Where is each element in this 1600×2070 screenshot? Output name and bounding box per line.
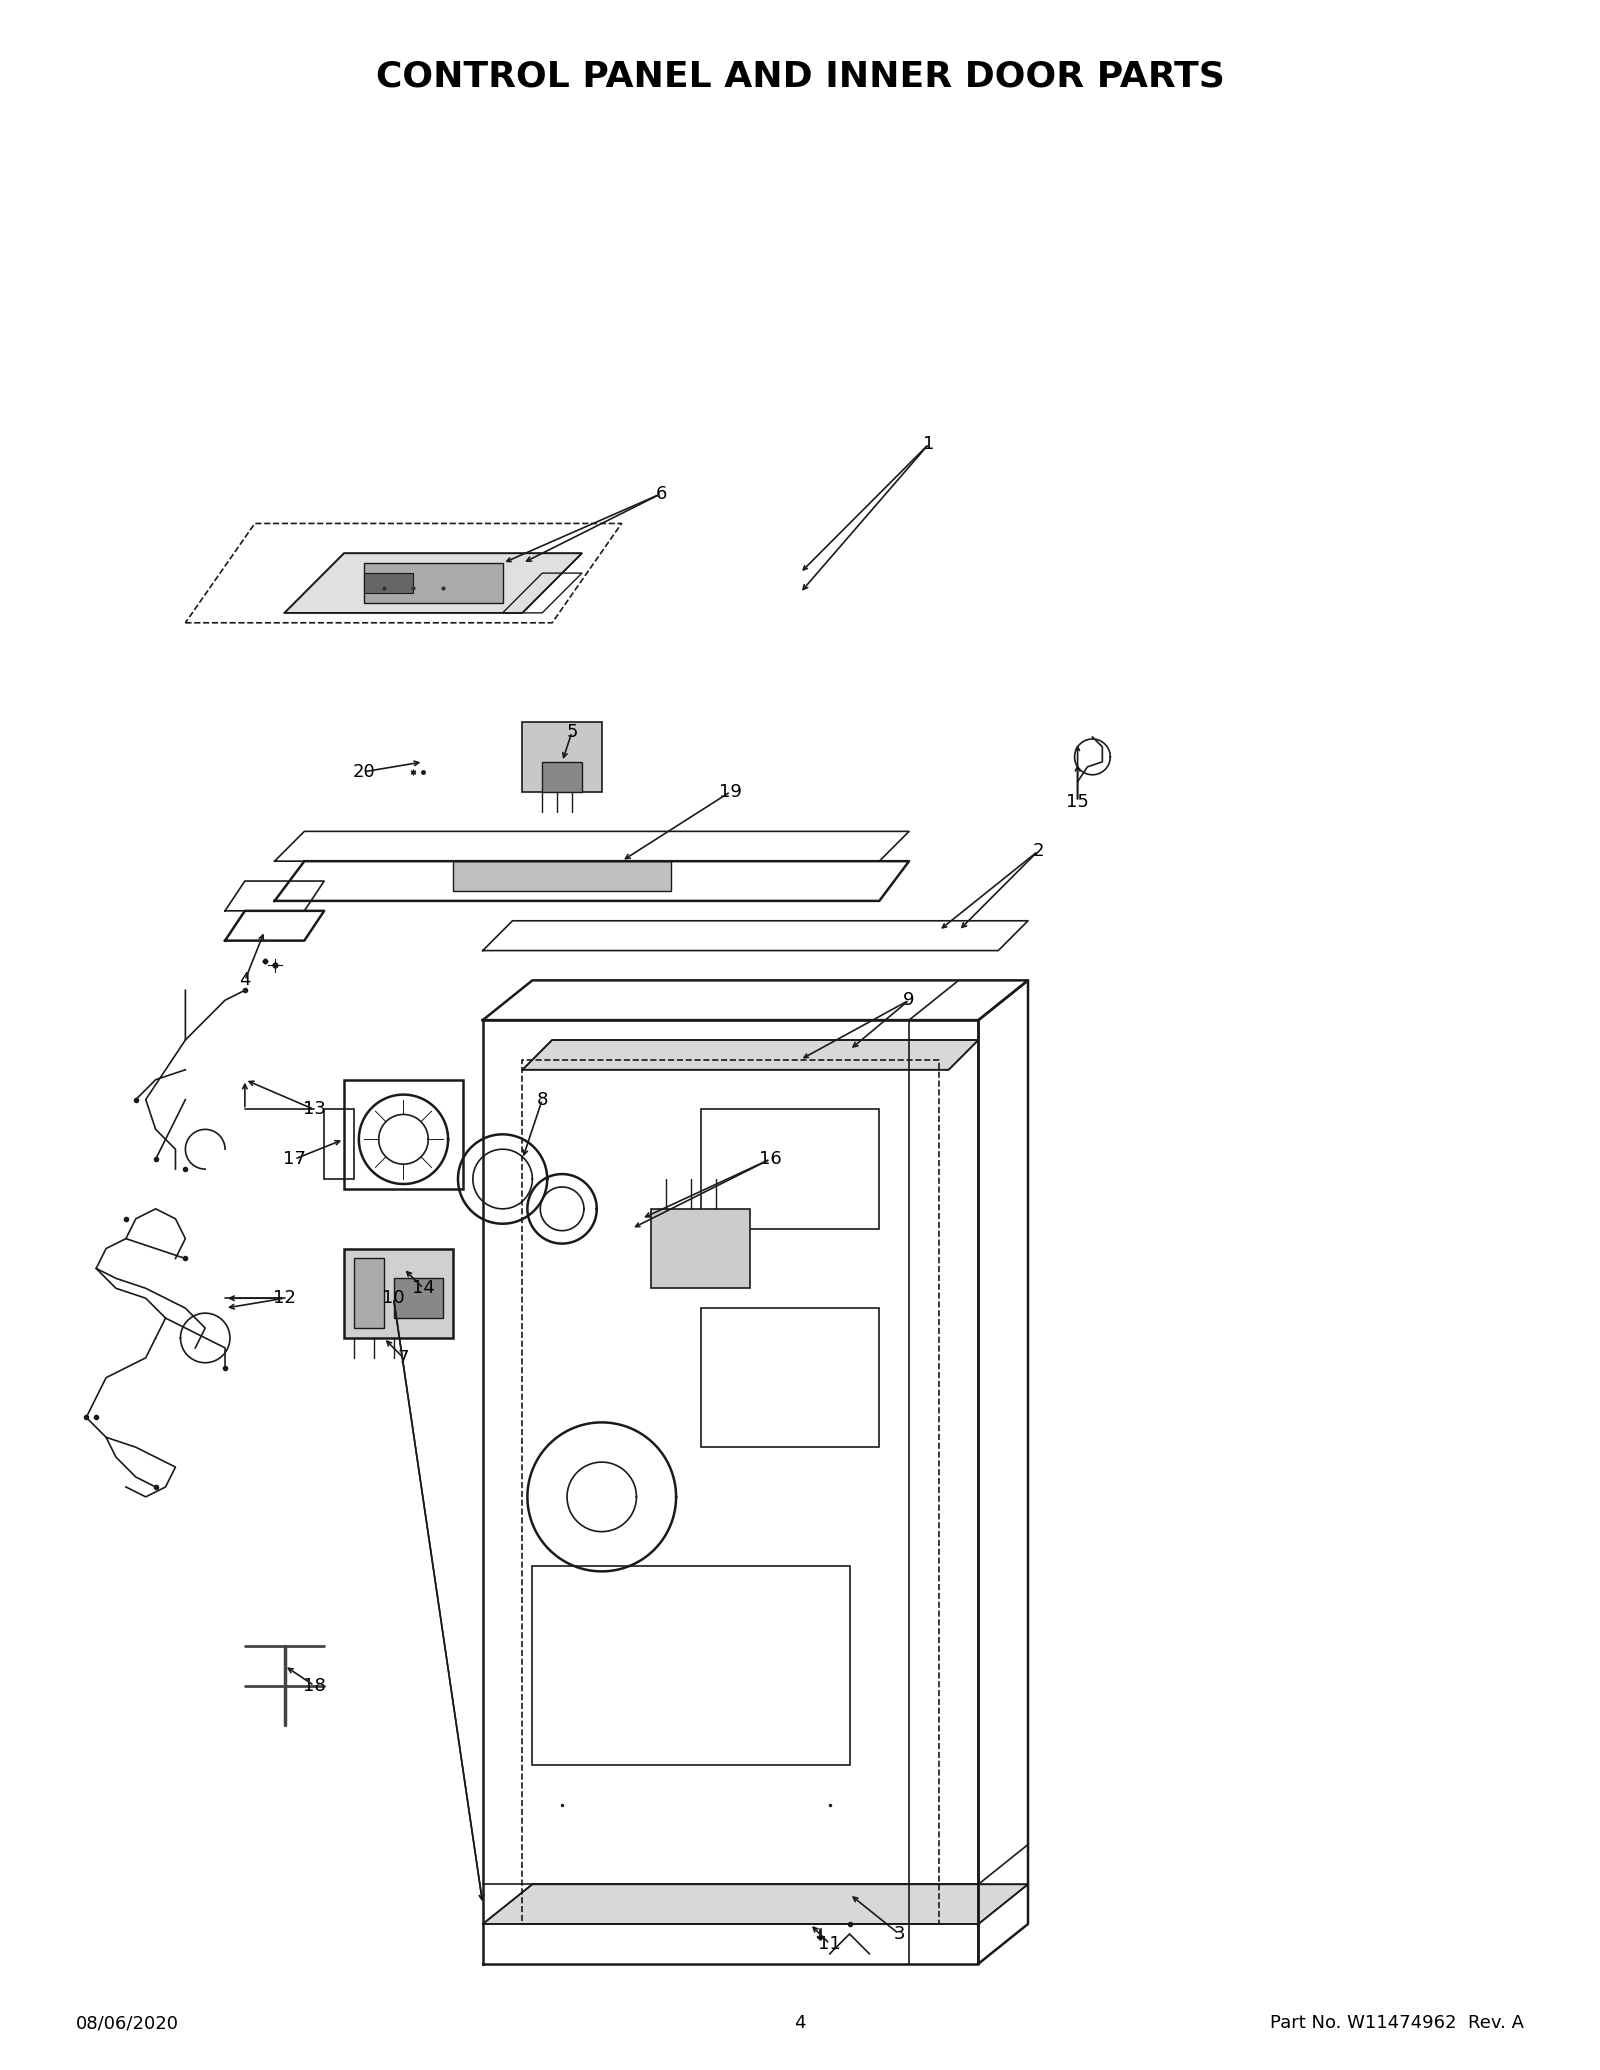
Text: 9: 9 bbox=[904, 992, 915, 1010]
Bar bbox=[533, 1567, 850, 1766]
Bar bbox=[354, 1259, 384, 1329]
Bar bbox=[523, 722, 602, 791]
Bar bbox=[344, 1081, 462, 1188]
Text: 11: 11 bbox=[818, 1935, 842, 1952]
Text: 5: 5 bbox=[566, 722, 578, 741]
Text: 19: 19 bbox=[718, 782, 742, 801]
Text: 08/06/2020: 08/06/2020 bbox=[77, 2014, 179, 2033]
Bar bbox=[701, 1308, 880, 1447]
Bar bbox=[344, 1248, 453, 1337]
Bar bbox=[363, 573, 413, 592]
Text: 1: 1 bbox=[923, 435, 934, 453]
Bar bbox=[325, 1110, 354, 1180]
Text: 15: 15 bbox=[1066, 793, 1090, 811]
Text: Part No. W11474962  Rev. A: Part No. W11474962 Rev. A bbox=[1270, 2014, 1523, 2033]
Text: 12: 12 bbox=[274, 1290, 296, 1308]
Text: 20: 20 bbox=[352, 762, 374, 780]
Bar bbox=[542, 762, 582, 791]
Text: 10: 10 bbox=[382, 1290, 405, 1308]
Polygon shape bbox=[483, 1884, 1029, 1923]
Bar bbox=[363, 563, 502, 602]
Text: 16: 16 bbox=[758, 1151, 782, 1167]
Bar bbox=[453, 861, 670, 890]
Text: 14: 14 bbox=[411, 1279, 435, 1298]
Text: 7: 7 bbox=[398, 1350, 410, 1366]
Text: 6: 6 bbox=[656, 484, 667, 503]
Bar bbox=[651, 1209, 750, 1288]
Text: 2: 2 bbox=[1032, 842, 1043, 861]
Text: 3: 3 bbox=[893, 1925, 906, 1944]
Text: 4: 4 bbox=[238, 971, 251, 989]
Polygon shape bbox=[523, 1039, 979, 1070]
Polygon shape bbox=[285, 553, 582, 613]
Text: 13: 13 bbox=[302, 1101, 326, 1118]
Bar bbox=[701, 1110, 880, 1230]
Text: 17: 17 bbox=[283, 1151, 306, 1167]
Text: 8: 8 bbox=[536, 1091, 547, 1110]
Text: CONTROL PANEL AND INNER DOOR PARTS: CONTROL PANEL AND INNER DOOR PARTS bbox=[376, 60, 1224, 93]
Bar bbox=[394, 1279, 443, 1319]
Text: 4: 4 bbox=[794, 2014, 806, 2033]
Text: 18: 18 bbox=[302, 1677, 326, 1695]
